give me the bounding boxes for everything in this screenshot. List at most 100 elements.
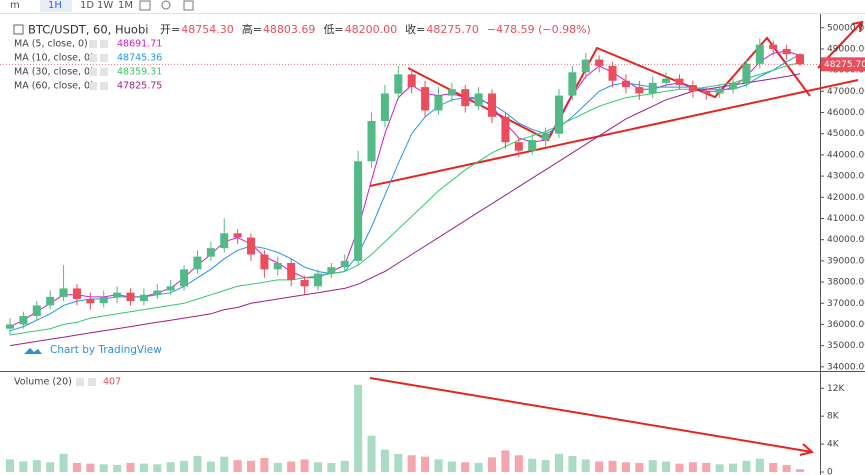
candle-body — [367, 121, 376, 162]
volume-bar — [313, 462, 322, 472]
ma-legend-name: MA (30, close, 0) — [14, 67, 94, 78]
volume-bar — [166, 462, 175, 472]
candle-body — [769, 44, 778, 49]
volume-bar — [755, 458, 764, 472]
ohlc-value: 48200.00 — [345, 23, 398, 36]
candle-body — [434, 95, 443, 111]
legend-bg — [10, 38, 155, 50]
volume-bar — [702, 462, 711, 472]
toolbar-item: 1D — [80, 0, 94, 11]
volume-bar — [729, 463, 738, 472]
volume-bar — [715, 464, 724, 472]
volume-bar — [287, 461, 296, 472]
candle-body — [327, 267, 336, 274]
legend-icon[interactable] — [89, 82, 97, 90]
candle-body — [662, 78, 671, 83]
candle-body — [742, 63, 751, 83]
volume-bar — [421, 456, 430, 472]
volume-bar — [581, 459, 590, 472]
candle-body — [260, 254, 269, 270]
volume-bar — [247, 460, 256, 472]
candle-body — [72, 288, 81, 300]
legend-bg — [10, 80, 155, 92]
candle-body — [59, 288, 68, 297]
candle-body — [421, 87, 430, 111]
volume-bar — [782, 465, 791, 472]
candle-body — [153, 290, 162, 295]
ohlc-value: 48754.30 — [181, 23, 234, 36]
legend-icon[interactable] — [100, 40, 108, 48]
candle-body — [313, 273, 322, 287]
candle-body — [648, 82, 657, 94]
candle-body — [300, 279, 309, 287]
ma-line — [9, 50, 801, 328]
candle-body — [46, 296, 55, 306]
volume-bar — [46, 462, 55, 472]
toolbar-item: 1W — [97, 0, 113, 11]
candle-body — [206, 248, 215, 257]
ohlc-label: 收= — [405, 22, 425, 36]
candle-body — [354, 161, 363, 261]
legend-icon[interactable] — [89, 68, 97, 76]
volume-bar — [273, 462, 282, 472]
candle-body — [461, 89, 470, 107]
candle-body — [675, 78, 684, 85]
volume-bar — [220, 456, 229, 472]
candle-body — [755, 44, 764, 64]
candle-body — [581, 59, 590, 73]
volume-bar — [528, 458, 537, 472]
legend-icon[interactable] — [76, 378, 84, 386]
symbol-title: BTC/USDT, 60, Huobi — [28, 23, 148, 37]
volume-bar — [568, 455, 577, 472]
ohlc-value: 48803.69 — [263, 23, 316, 36]
toolbar-item: m — [10, 0, 20, 11]
volume-bar — [648, 460, 657, 472]
ma-legend-name: MA (5, close, 0) — [14, 39, 88, 50]
volume-bar — [474, 462, 483, 472]
volume-bar — [662, 461, 671, 472]
candle-body — [113, 292, 122, 297]
y-tick-label: 49000.00 — [827, 44, 865, 54]
volume-bar — [86, 463, 95, 472]
toolbar-icons — [139, 0, 194, 11]
volume-bar — [541, 460, 550, 472]
volume-bar — [795, 469, 805, 472]
candle-body — [86, 299, 95, 304]
volume-bar — [488, 457, 497, 472]
candle-body — [220, 233, 229, 249]
candle-body — [795, 54, 805, 65]
legend-icon[interactable] — [100, 54, 108, 62]
candle-body — [541, 133, 550, 141]
legend-icon[interactable] — [100, 68, 108, 76]
y-tick-label: 34000.00 — [827, 362, 865, 372]
y-tick-label: 39000.00 — [827, 256, 865, 266]
candle-body — [139, 294, 148, 302]
volume-bar — [595, 461, 604, 472]
candle-body — [568, 72, 577, 96]
legend-icon[interactable] — [88, 378, 96, 386]
volume-bar — [354, 384, 363, 472]
volume-bar — [675, 463, 684, 472]
volume-bar — [180, 460, 189, 472]
volume-bar — [126, 462, 135, 472]
volume-bar — [113, 465, 122, 472]
candle-body — [5, 324, 15, 329]
candle-body — [729, 82, 738, 90]
y-tick-label: 47000.00 — [827, 87, 865, 97]
candle-body — [287, 262, 296, 280]
price-tag: 48275.70 — [824, 60, 865, 70]
ma-legend-value: 48691.71 — [117, 39, 162, 50]
ohlc-label: 低= — [323, 23, 343, 36]
y-tick-label: 35000.00 — [827, 341, 865, 351]
volume-tick-label: 4K — [827, 440, 840, 450]
volume-legend-value: 407 — [103, 377, 121, 388]
legend-icon[interactable] — [100, 82, 108, 90]
volume-tick-label: 12K — [827, 384, 845, 394]
legend-icon[interactable] — [89, 40, 97, 48]
volume-legend-name: Volume (20) — [14, 377, 72, 388]
legend-icon[interactable] — [89, 54, 97, 62]
candle-body — [621, 80, 630, 88]
candle-body — [554, 95, 563, 134]
volume-bar — [688, 462, 697, 472]
collapse-icon[interactable] — [13, 24, 24, 35]
